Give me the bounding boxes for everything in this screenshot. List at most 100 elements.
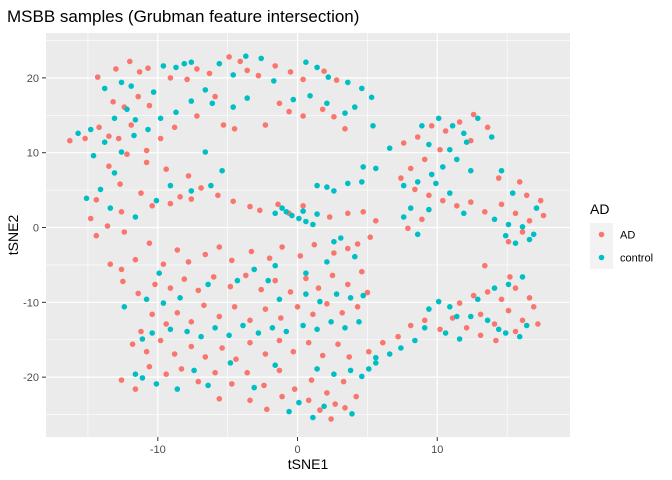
data-point-AD [262,306,269,312]
data-point-control [488,134,495,140]
data-point-control [111,170,118,176]
data-point-AD [412,186,418,193]
data-point-control [265,277,272,284]
data-point-control [349,411,355,417]
data-point-control [132,214,139,220]
data-point-AD [117,181,123,187]
data-point-control [426,141,432,148]
data-point-control [447,304,453,310]
data-point-AD [247,397,253,404]
data-point-control [347,367,354,374]
data-point-AD [177,194,183,200]
data-point-AD [145,65,151,71]
data-point-AD [247,339,253,346]
data-point-control [188,188,195,194]
data-point-AD [261,382,267,389]
data-point-control [205,382,211,389]
data-point-control [352,253,358,260]
data-point-control [456,336,463,342]
data-point-control [523,322,530,329]
data-point-control [398,345,404,351]
data-point-AD [118,266,125,273]
data-point-AD [346,354,353,360]
data-point-AD [419,216,425,223]
data-point-AD [184,76,190,83]
data-point-AD [484,289,491,295]
data-point-AD [477,311,484,318]
data-point-control [324,184,330,190]
data-point-AD [231,304,238,310]
data-point-AD [405,225,411,232]
data-point-AD [440,197,446,204]
data-point-AD [519,229,526,235]
data-point-AD [342,405,348,411]
data-point-AD [163,321,169,327]
data-point-AD [107,261,114,268]
data-point-AD [210,274,217,280]
y-tick-label: -10 [23,297,39,309]
data-point-control [495,326,502,333]
y-tick-label: 0 [33,223,39,235]
legend-label-AD: AD [620,230,635,242]
data-point-AD [491,321,498,327]
data-point-AD [174,310,181,316]
data-point-control [519,274,526,280]
data-point-control [212,325,218,331]
data-point-control [400,214,407,220]
data-point-control [251,266,257,273]
data-point-control [271,78,277,84]
legend: AD AD control [590,201,653,269]
data-point-AD [428,123,435,129]
data-point-AD [340,378,347,385]
data-point-AD [535,321,541,327]
data-point-control [407,205,414,211]
data-point-control [157,115,164,122]
data-point-AD [206,70,213,77]
data-point-AD [366,348,372,355]
data-point-control [128,83,134,89]
data-point-control [324,100,330,107]
data-point-AD [181,276,188,282]
data-point-AD [360,209,367,215]
data-point-control [373,354,379,361]
data-point-AD [345,245,351,252]
data-point-control [83,195,90,202]
data-point-AD [231,126,238,132]
data-point-AD [237,58,243,65]
data-point-control [251,384,257,391]
data-point-control [461,130,467,137]
data-point-AD [290,348,297,355]
data-point-control [373,165,379,172]
data-point-control [373,360,379,366]
data-point-AD [516,179,523,185]
data-point-AD [308,377,315,383]
data-point-control [461,210,467,217]
data-point-control [90,152,97,159]
data-point-AD [426,192,432,199]
data-point-control [498,167,505,174]
data-point-control [300,322,306,329]
data-point-AD [146,240,153,246]
data-point-AD [305,397,312,404]
data-point-control [359,85,365,92]
data-point-control [283,328,290,335]
data-point-control [314,366,320,372]
data-point-control [447,146,453,153]
data-point-AD [437,326,443,333]
data-point-AD [310,311,316,318]
data-point-control [366,366,372,372]
data-point-AD [128,122,134,128]
data-point-AD [442,128,449,134]
data-point-AD [456,119,463,125]
data-point-control [310,414,316,421]
data-point-control [325,74,332,80]
data-point-control [303,218,309,225]
legend-label-control: control [620,253,653,265]
data-point-AD [321,68,327,74]
data-point-control [202,87,209,93]
data-point-AD [67,137,73,144]
data-point-AD [276,367,283,374]
data-point-control [258,55,265,62]
data-point-control [131,132,137,139]
data-point-control [286,408,292,415]
